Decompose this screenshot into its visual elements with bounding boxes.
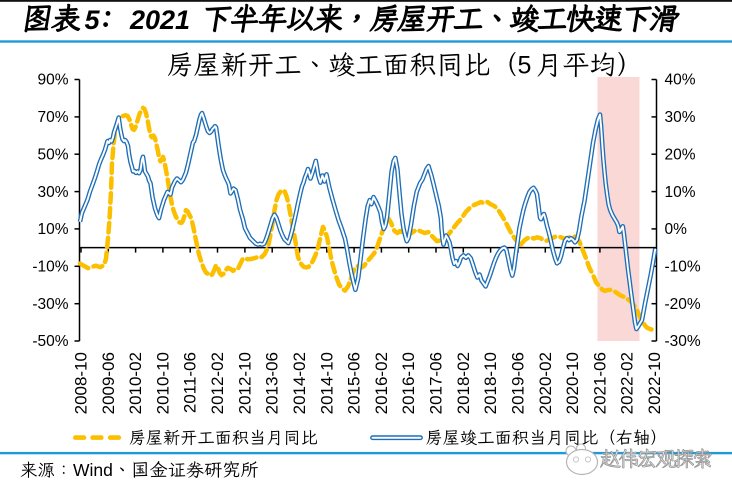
svg-text:10%: 10% bbox=[665, 184, 696, 201]
svg-text:70%: 70% bbox=[37, 109, 68, 126]
svg-text:2010-10: 2010-10 bbox=[153, 352, 172, 414]
svg-text:-10%: -10% bbox=[665, 259, 701, 276]
svg-text:-20%: -20% bbox=[665, 296, 701, 313]
svg-text:30%: 30% bbox=[37, 184, 68, 201]
svg-text:2010-02: 2010-02 bbox=[126, 352, 145, 414]
svg-text:30%: 30% bbox=[665, 109, 696, 126]
svg-text:2020-02: 2020-02 bbox=[536, 352, 555, 414]
svg-text:2022-02: 2022-02 bbox=[618, 352, 637, 414]
svg-text:2013-06: 2013-06 bbox=[263, 352, 282, 414]
svg-text:40%: 40% bbox=[665, 72, 696, 89]
svg-text:2008-10: 2008-10 bbox=[72, 352, 91, 414]
svg-text:5: 5 bbox=[85, 5, 101, 35]
svg-text:2009-06: 2009-06 bbox=[99, 352, 118, 414]
svg-text:2012-10: 2012-10 bbox=[235, 352, 254, 414]
svg-text:2018-02: 2018-02 bbox=[454, 352, 473, 414]
svg-text:2015-06: 2015-06 bbox=[345, 352, 364, 414]
svg-text:Wind: Wind bbox=[73, 460, 113, 480]
svg-text:-10%: -10% bbox=[32, 259, 68, 276]
svg-text:2017-06: 2017-06 bbox=[427, 352, 446, 414]
svg-text:2014-02: 2014-02 bbox=[290, 352, 309, 414]
svg-text:-30%: -30% bbox=[32, 296, 68, 313]
svg-text:50%: 50% bbox=[37, 146, 68, 163]
svg-text:-30%: -30% bbox=[665, 333, 701, 350]
svg-text:2018-10: 2018-10 bbox=[481, 352, 500, 414]
svg-text:2019-06: 2019-06 bbox=[509, 352, 528, 414]
svg-text:2011-06: 2011-06 bbox=[181, 352, 200, 413]
svg-text:0%: 0% bbox=[665, 221, 688, 238]
svg-text:2016-10: 2016-10 bbox=[399, 352, 418, 414]
svg-text:2021-06: 2021-06 bbox=[590, 352, 609, 414]
svg-text:5: 5 bbox=[518, 52, 532, 80]
svg-text:2014-10: 2014-10 bbox=[317, 352, 336, 414]
svg-text:2012-02: 2012-02 bbox=[208, 352, 227, 414]
svg-text:20%: 20% bbox=[665, 146, 696, 163]
svg-text:2016-02: 2016-02 bbox=[372, 352, 391, 414]
svg-text:2021: 2021 bbox=[129, 5, 190, 35]
svg-text:2020-10: 2020-10 bbox=[563, 352, 582, 414]
svg-text:2022-10: 2022-10 bbox=[645, 352, 664, 414]
svg-text:-50%: -50% bbox=[32, 333, 68, 350]
svg-text:90%: 90% bbox=[37, 72, 68, 89]
svg-text:10%: 10% bbox=[37, 221, 68, 238]
